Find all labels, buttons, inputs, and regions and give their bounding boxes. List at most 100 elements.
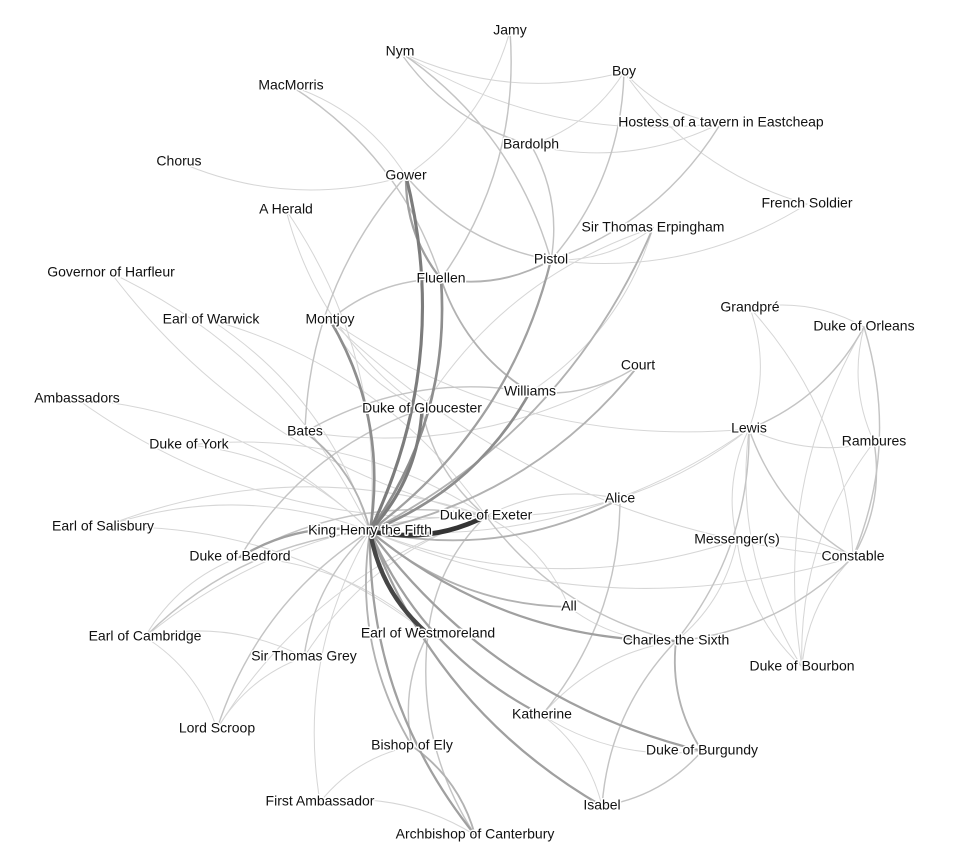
node-label[interactable]: Bardolph <box>503 136 559 152</box>
node-label[interactable]: Alice <box>605 490 636 506</box>
node-label[interactable]: Duke of Bedford <box>189 548 290 564</box>
edge-orleans-grandpre <box>749 304 865 328</box>
node-label[interactable]: Williams <box>504 383 556 399</box>
node-label[interactable]: Duke of Bourbon <box>749 658 854 674</box>
node-label[interactable]: Ambassadors <box>34 390 120 406</box>
node-label[interactable]: Grandpré <box>720 299 779 315</box>
node-label[interactable]: Bishop of Ely <box>371 737 453 753</box>
node-label[interactable]: Nym <box>386 43 415 59</box>
node-label[interactable]: Katherine <box>512 706 572 722</box>
node-label[interactable]: Earl of Westmoreland <box>361 625 495 641</box>
node-label-halo: Earl of Cambridge <box>89 628 202 644</box>
node-label[interactable]: Fluellen <box>416 270 465 286</box>
node-label[interactable]: Court <box>621 357 655 373</box>
node-label[interactable]: Duke of York <box>149 436 229 452</box>
node-label[interactable]: First Ambassador <box>266 793 375 809</box>
node-label[interactable]: Sir Thomas Grey <box>251 648 357 664</box>
node-label[interactable]: Rambures <box>842 433 907 449</box>
node-label[interactable]: Charles the Sixth <box>623 632 730 648</box>
node-label[interactable]: Earl of Warwick <box>163 311 261 327</box>
node-label[interactable]: Sir Thomas Erpingham <box>582 219 725 235</box>
node-label[interactable]: Lord Scroop <box>179 720 255 736</box>
node-label[interactable]: Lewis <box>731 420 767 436</box>
edge-canterbury-first_ambassador <box>319 799 476 836</box>
node-messengers[interactable]: Messenger(s)Messenger(s) <box>693 529 782 548</box>
node-label[interactable]: King Henry the Fifth <box>308 522 432 538</box>
node-label[interactable]: Chorus <box>156 153 201 169</box>
node-label[interactable]: Hostess of a tavern in Eastcheap <box>618 114 824 130</box>
node-label[interactable]: Duke of Gloucester <box>362 400 482 416</box>
node-label[interactable]: Duke of Orleans <box>813 318 914 334</box>
node-label[interactable]: Archbishop of Canterbury <box>396 826 555 842</box>
edge-westmoreland-ely <box>407 633 429 747</box>
node-label-halo: Boy <box>612 63 636 79</box>
node-label[interactable]: A Herald <box>259 201 313 217</box>
node-label[interactable]: Earl of Cambridge <box>89 628 202 644</box>
node-label[interactable]: Governor of Harfleur <box>47 264 175 280</box>
node-label[interactable]: Gower <box>385 167 427 183</box>
node-label[interactable]: Duke of Exeter <box>440 507 533 523</box>
node-label[interactable]: Bates <box>287 423 323 439</box>
node-label[interactable]: Earl of Salisbury <box>52 518 154 534</box>
node-label[interactable]: Boy <box>612 63 636 79</box>
node-label-halo: Earl of Warwick <box>163 311 261 327</box>
node-label[interactable]: Constable <box>821 548 884 564</box>
node-label[interactable]: Isabel <box>583 797 620 813</box>
node-label[interactable]: French Soldier <box>761 195 852 211</box>
edge-exeter-charles <box>485 515 677 642</box>
node-label[interactable]: Jamy <box>493 22 526 38</box>
node-label[interactable]: MacMorris <box>258 77 323 93</box>
node-label[interactable]: All <box>561 598 577 614</box>
node-label[interactable]: Duke of Burgundy <box>646 742 758 758</box>
node-hostess[interactable]: Hostess of a tavern in EastcheapHostess … <box>617 112 826 131</box>
node-label[interactable]: Messenger(s) <box>694 531 780 547</box>
node-label[interactable]: Montjoy <box>305 311 354 327</box>
node-label[interactable]: Pistol <box>534 251 568 267</box>
